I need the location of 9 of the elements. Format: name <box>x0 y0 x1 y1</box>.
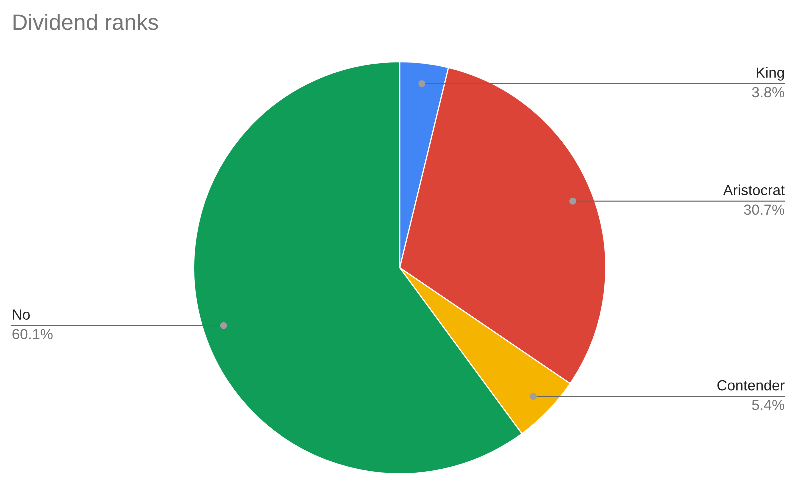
data-label: 5.4% <box>752 400 784 410</box>
data-label: 60.1% <box>12 329 53 340</box>
chart-title: Dividend ranks <box>14 14 158 30</box>
slice-label: Contender <box>718 380 785 391</box>
data-label: 30.7% <box>744 204 784 216</box>
slice-label: King <box>757 67 784 81</box>
data-label: 3.8% <box>752 87 784 98</box>
slice-label: Aristocrat <box>723 184 785 196</box>
slice-label: No <box>13 310 30 320</box>
